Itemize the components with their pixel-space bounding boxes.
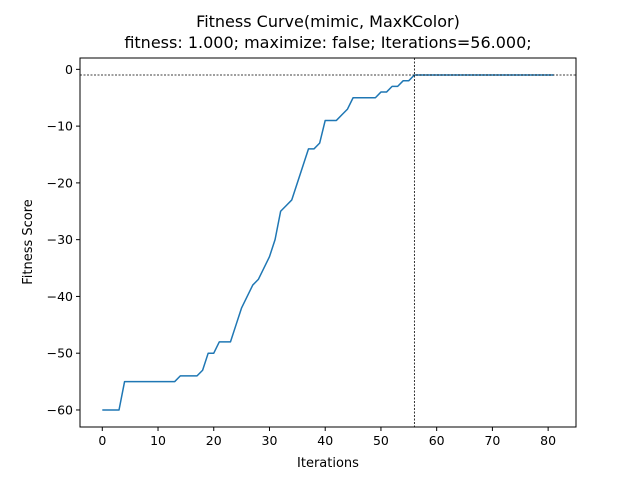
chart-subtitle: fitness: 1.000; maximize: false; Iterati… [124, 33, 531, 52]
y-tick-label: −30 [47, 232, 73, 247]
series-line [102, 74, 554, 411]
x-tick-label: 40 [317, 433, 333, 448]
y-tick-label: −10 [47, 119, 73, 134]
y-tick-label: 0 [65, 62, 73, 77]
plot-frame [79, 57, 577, 428]
y-axis-label: Fitness Score [21, 199, 36, 285]
plot-area [80, 58, 576, 427]
x-tick-label: 60 [429, 433, 445, 448]
chart-title: Fitness Curve(mimic, MaxKColor) [196, 12, 460, 31]
x-axis-label: Iterations [297, 456, 359, 471]
x-tick-label: 10 [150, 433, 166, 448]
x-tick-label: 0 [98, 433, 106, 448]
y-tick-label: −50 [47, 346, 73, 361]
y-tick-label: −40 [47, 289, 73, 304]
y-axis: 0 −10 −20 −30 −40 −50 −60 [47, 62, 80, 417]
x-tick-label: 50 [373, 433, 389, 448]
x-tick-label: 80 [540, 433, 556, 448]
x-tick-label: 70 [484, 433, 500, 448]
x-tick-label: 30 [262, 433, 278, 448]
x-axis: 0 10 20 30 40 50 60 70 80 [98, 427, 556, 448]
y-tick-label: −20 [47, 175, 73, 190]
y-tick-label: −60 [47, 402, 73, 417]
x-tick-label: 20 [206, 433, 222, 448]
